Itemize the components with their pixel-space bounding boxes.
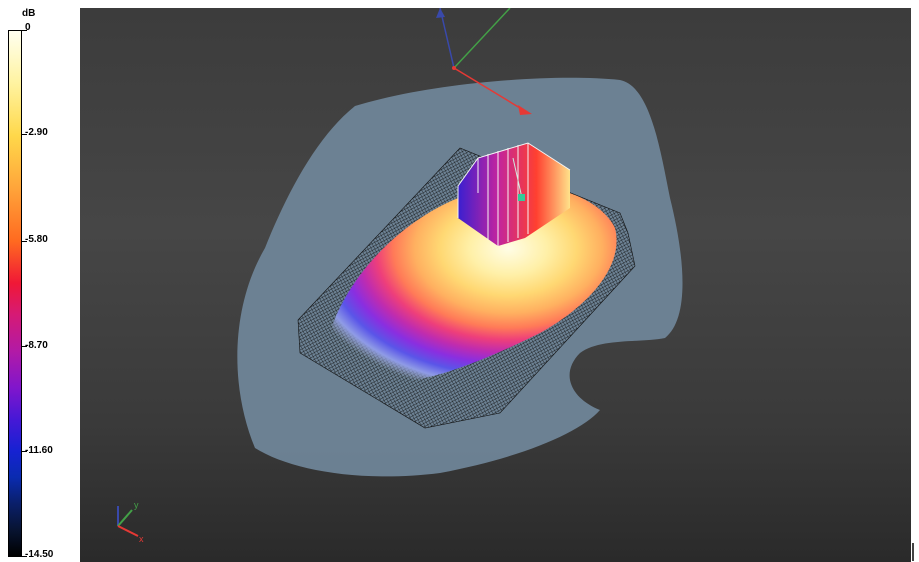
triad-y-label: y xyxy=(134,500,139,510)
legend-tick xyxy=(22,451,27,452)
triad-x-label: x xyxy=(139,534,144,544)
orientation-triad: y x xyxy=(117,500,144,544)
legend-tick-label: -8.70 xyxy=(25,340,48,351)
legend-tick xyxy=(22,556,27,557)
legend-tick-label: -5.80 xyxy=(25,234,48,245)
coordinate-axes-gizmo xyxy=(436,8,532,115)
legend-tick-label: -11.60 xyxy=(25,445,53,456)
probe-marker[interactable] xyxy=(518,194,525,201)
window-edge-marker xyxy=(912,543,914,561)
scene-render[interactable]: y x xyxy=(80,8,911,562)
legend-tick xyxy=(22,30,27,31)
colorbar-legend: dB 0 -2.90 -5.80 -8.70 -11.60 -14.50 xyxy=(0,0,78,562)
colorbar-gradient xyxy=(8,30,22,557)
legend-unit-label: dB xyxy=(22,8,36,19)
legend-tick xyxy=(22,134,27,135)
legend-tick xyxy=(22,346,27,347)
sar-heatmap-surface xyxy=(332,185,617,382)
legend-tick-label: -2.90 xyxy=(25,127,48,138)
zoom-scan-volume xyxy=(457,142,571,246)
legend-tick-label: -14.50 xyxy=(25,549,54,560)
3d-viewport[interactable]: y x xyxy=(80,8,911,562)
probe-line xyxy=(512,157,523,199)
legend-tick-label: 0 xyxy=(25,22,31,33)
legend-tick xyxy=(22,241,27,242)
